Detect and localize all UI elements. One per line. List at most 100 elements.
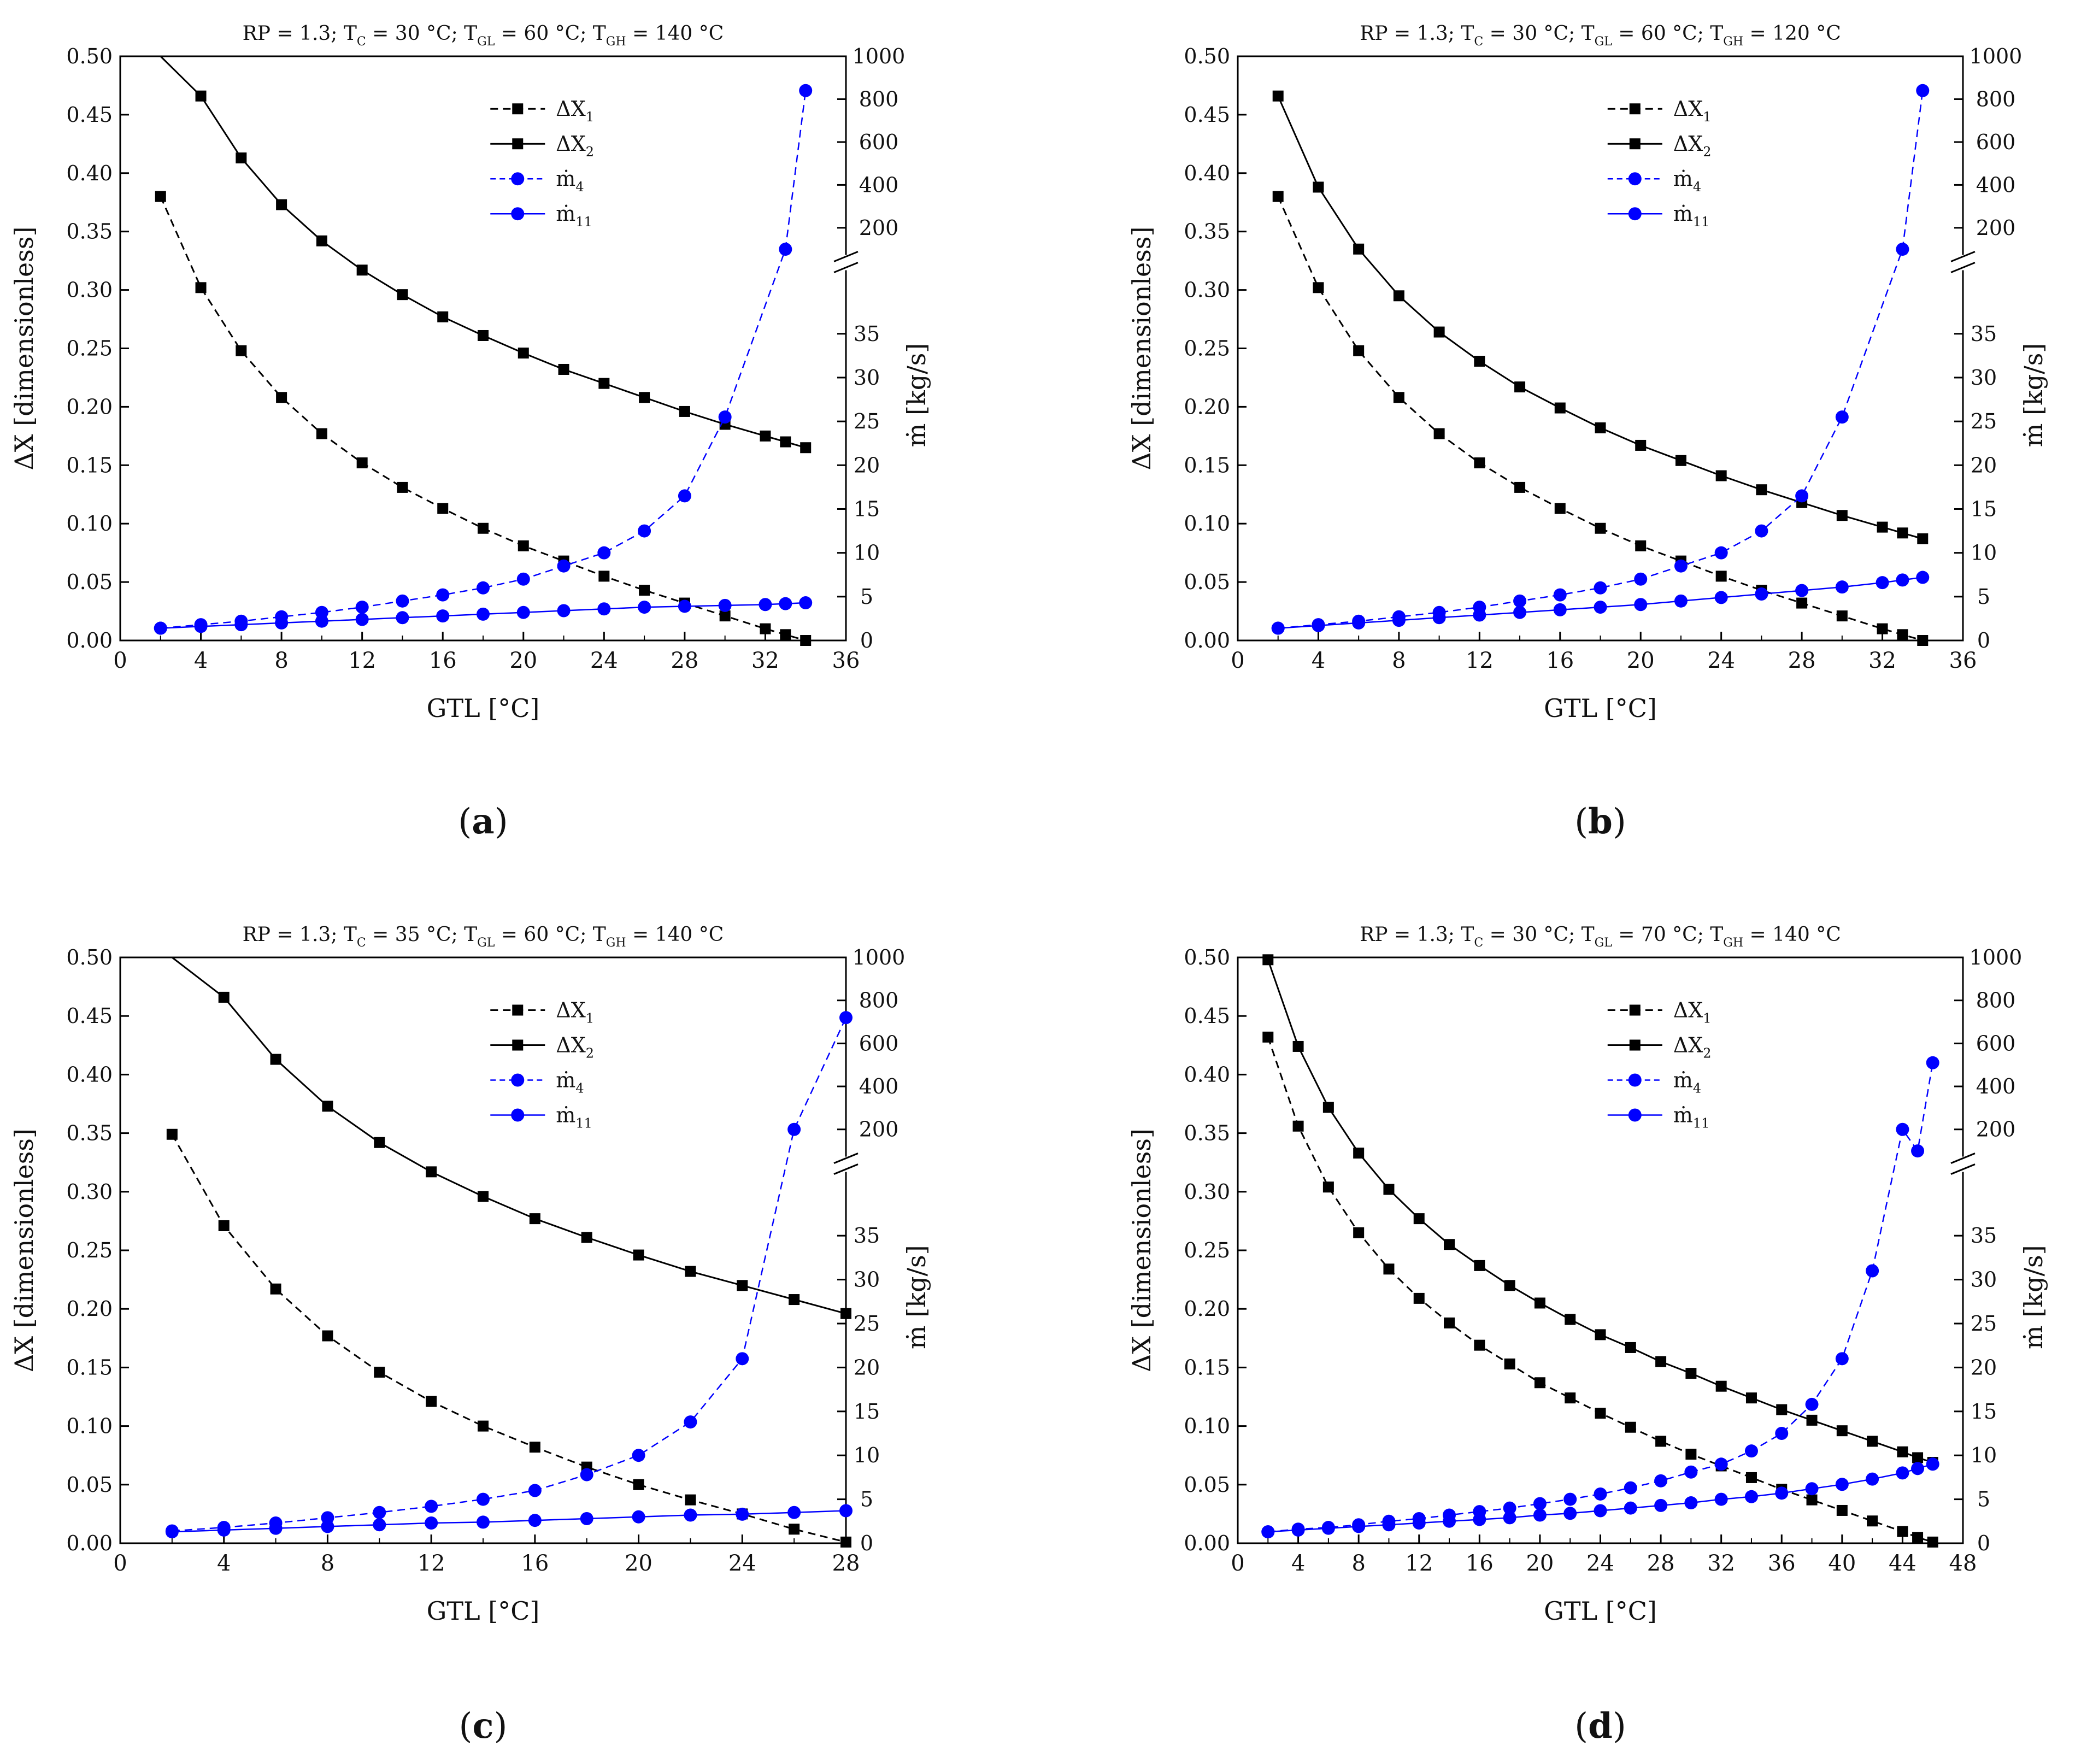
data-point <box>718 410 732 424</box>
x-tick-label: 8 <box>1351 1551 1365 1576</box>
data-point <box>374 1366 385 1378</box>
legend-marker <box>1628 207 1642 221</box>
data-point <box>1714 1457 1728 1471</box>
y2-tick-label: 1000 <box>853 44 906 68</box>
chart-panel-c: RP = 1.3; TC = 35 °C; TGL = 60 °C; TGH =… <box>9 924 931 1747</box>
axis-break-mark <box>833 1163 859 1175</box>
axis-break-mark <box>1950 251 1976 262</box>
data-point <box>1444 1317 1455 1328</box>
panel-label: (c) <box>459 1706 508 1747</box>
data-point <box>684 1508 697 1522</box>
y2-tick-label: 25 <box>854 409 880 433</box>
series-0 <box>155 191 812 646</box>
data-point <box>1353 1148 1365 1159</box>
data-point <box>760 430 771 442</box>
data-point <box>1896 573 1909 587</box>
y-tick-label: 0.00 <box>1184 1531 1230 1555</box>
data-point <box>557 604 571 618</box>
legend-marker <box>1628 172 1642 186</box>
data-point <box>275 616 289 630</box>
x-tick-label: 4 <box>194 648 208 673</box>
data-point <box>1595 1329 1606 1340</box>
data-point <box>1474 1260 1485 1271</box>
data-point <box>1926 1056 1939 1069</box>
x-tick-label: 44 <box>1889 1551 1916 1576</box>
x-tick-label: 20 <box>509 648 537 673</box>
data-point <box>356 457 368 469</box>
data-point <box>322 1330 333 1342</box>
data-point <box>195 282 207 293</box>
data-point <box>839 1504 853 1518</box>
y2-tick-label: 10 <box>1971 541 1997 565</box>
data-point <box>678 489 691 503</box>
series-1 <box>1272 90 1929 544</box>
data-point <box>477 1492 490 1506</box>
data-point <box>1272 90 1284 102</box>
y2-tick-label: 5 <box>860 585 873 609</box>
data-point <box>426 1396 437 1407</box>
y2-tick-label: 30 <box>1971 1268 1997 1292</box>
legend-label: ṁ4 <box>1673 1068 1701 1096</box>
data-point <box>1745 1472 1757 1483</box>
data-point <box>597 602 611 616</box>
data-point <box>639 585 650 596</box>
data-point <box>1432 611 1446 625</box>
y-tick-label: 0.20 <box>66 1297 113 1321</box>
data-point <box>632 1510 645 1524</box>
y2-tick-label: 35 <box>1971 1224 1997 1248</box>
data-point <box>1776 1404 1788 1415</box>
y-tick-label: 0.10 <box>66 511 113 536</box>
x-tick-label: 48 <box>1949 1551 1977 1576</box>
data-point <box>1473 1513 1486 1526</box>
data-point <box>780 436 791 448</box>
y2-tick-label: 600 <box>1976 1031 2016 1055</box>
data-point <box>1624 1501 1637 1515</box>
series-line <box>1278 90 1924 629</box>
y-tick-label: 0.15 <box>66 453 113 477</box>
y2-tick-label: 5 <box>1977 585 1990 609</box>
data-point <box>780 629 791 640</box>
data-point <box>374 1137 385 1148</box>
chart-title: RP = 1.3; TC = 35 °C; TGL = 60 °C; TGH =… <box>243 924 724 950</box>
x-tick-label: 12 <box>1405 1551 1433 1576</box>
data-point <box>529 1442 540 1453</box>
data-point <box>1413 1213 1425 1225</box>
legend-marker <box>511 172 525 186</box>
data-point <box>558 363 569 375</box>
data-point <box>1744 1444 1758 1458</box>
data-point <box>736 1507 749 1521</box>
data-point <box>373 1518 386 1532</box>
y2-tick-label: 35 <box>1971 322 1997 346</box>
data-point <box>1433 326 1445 338</box>
data-point <box>1473 608 1486 622</box>
data-point <box>1433 428 1445 439</box>
legend-label: ṁ11 <box>556 1103 592 1131</box>
data-point <box>477 607 490 621</box>
axis-break-mark <box>833 1153 859 1164</box>
y-tick-label: 0.50 <box>66 945 113 969</box>
data-point <box>1271 621 1285 635</box>
data-point <box>518 348 529 359</box>
data-point <box>1877 521 1888 533</box>
data-point <box>639 392 650 403</box>
legend-marker <box>512 138 524 150</box>
data-point <box>276 199 287 210</box>
data-point <box>737 1280 748 1291</box>
series-line <box>171 956 846 1315</box>
data-point <box>478 1191 489 1202</box>
data-point <box>1755 587 1768 601</box>
y-tick-label: 0.30 <box>1184 278 1230 302</box>
series-line <box>171 1133 846 1543</box>
data-point <box>234 618 248 632</box>
data-point <box>1714 546 1728 560</box>
x-tick-label: 16 <box>1466 1551 1494 1576</box>
data-point <box>1926 1457 1939 1471</box>
data-point <box>840 1308 851 1319</box>
data-point <box>1292 1040 1304 1052</box>
y-tick-label: 0.25 <box>66 337 113 361</box>
y2-tick-label: 20 <box>854 453 880 477</box>
legend: ΔX1 ΔX2 ṁ4 ṁ11 <box>490 97 594 230</box>
data-point <box>1714 591 1728 604</box>
data-point <box>1565 1392 1576 1404</box>
data-point <box>218 1220 230 1231</box>
